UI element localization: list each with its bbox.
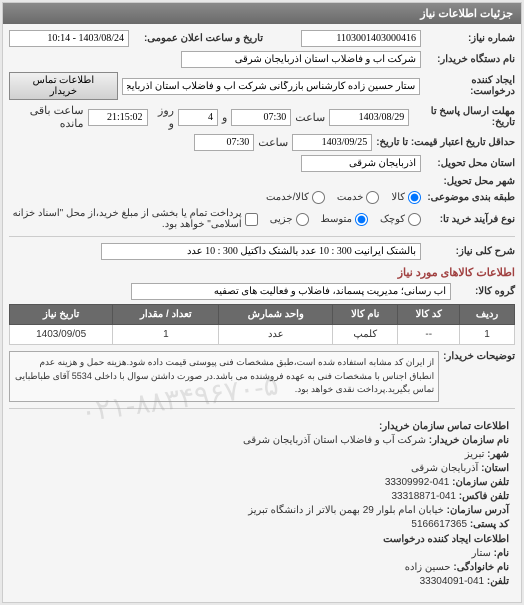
- c-name-label: نام:: [494, 548, 509, 559]
- min-date-input[interactable]: [292, 134, 372, 151]
- radio-service[interactable]: [366, 191, 379, 204]
- delivery-state-label: استان محل تحویل:: [425, 158, 515, 169]
- th-unit: واحد شمارش: [219, 305, 333, 325]
- deadline-date-input[interactable]: [329, 109, 409, 126]
- c-tel: 041-33304091: [420, 576, 485, 587]
- c-family-label: نام خانوادگی:: [453, 562, 509, 573]
- radio-medium[interactable]: [355, 213, 368, 226]
- c-tel-label: تلفن:: [487, 576, 509, 587]
- c-name: ستار: [472, 548, 491, 559]
- c-buyer: شرکت آب و فاضلاب استان آذربایجان شرقی: [243, 435, 426, 446]
- c-fax-label: تلفن فاکس:: [459, 491, 509, 502]
- notes-label: توضیحات خریدار:: [443, 351, 515, 362]
- radio-goods-service-label[interactable]: کالا/خدمت: [266, 191, 325, 204]
- c-addr-label: آدرس سازمان:: [447, 505, 509, 516]
- subject-class-label: طبقه بندی موضوعی:: [425, 192, 515, 203]
- td-code: --: [398, 325, 460, 345]
- time-label-2: ساعت: [258, 136, 288, 149]
- req-creator-title: اطلاعات ایجاد کننده درخواست: [383, 534, 509, 545]
- goods-table: ردیف کد کالا نام کالا واحد شمارش تعداد /…: [9, 304, 515, 345]
- deadline-time-input[interactable]: [231, 109, 291, 126]
- radio-goods-service[interactable]: [312, 191, 325, 204]
- need-number-label: شماره نیاز:: [425, 33, 515, 44]
- c-phone-label: تلفن سازمان:: [452, 477, 509, 488]
- announce-label: تاریخ و ساعت اعلان عمومی:: [133, 33, 263, 44]
- requester-label: ایجاد کننده درخواست:: [424, 75, 515, 97]
- radio-small-label[interactable]: کوچک: [380, 213, 421, 226]
- goods-group-label: گروه کالا:: [455, 286, 515, 297]
- c-buyer-label: نام سازمان خریدار:: [429, 435, 509, 446]
- radio-goods[interactable]: [408, 191, 421, 204]
- delivery-state-input[interactable]: [301, 155, 421, 172]
- contact-title: اطلاعات تماس سازمان خریدار:: [379, 421, 509, 432]
- c-post: 5166617365: [411, 519, 467, 530]
- td-qty: 1: [113, 325, 219, 345]
- notes-box: از ایران کد مشابه استفاده شده است،طبق مش…: [9, 351, 439, 402]
- c-city: تبریز: [465, 449, 485, 460]
- td-name: کلمپ: [333, 325, 398, 345]
- remain-label: ساعت باقی مانده: [9, 104, 84, 130]
- radio-goods-label[interactable]: کالا: [391, 191, 421, 204]
- td-date: 1403/09/05: [10, 325, 113, 345]
- c-phone: 041-33309992: [385, 477, 450, 488]
- radio-service-label[interactable]: خدمت: [337, 191, 380, 204]
- process-type-label: نوع فرآیند خرید تا:: [425, 214, 515, 225]
- c-addr: خیابان امام بلوار 29 بهمن بالاتر از دانش…: [248, 505, 444, 516]
- radio-partial-label[interactable]: جزیی: [270, 213, 309, 226]
- td-unit: عدد: [219, 325, 333, 345]
- th-qty: تعداد / مقدار: [113, 305, 219, 325]
- c-post-label: کد پستی:: [470, 519, 509, 530]
- need-number-input[interactable]: [301, 30, 421, 47]
- time-label: ساعت: [295, 111, 325, 124]
- checkbox-payment[interactable]: [245, 213, 258, 226]
- days-label: روز و: [152, 104, 174, 130]
- goods-group-input[interactable]: [131, 283, 451, 300]
- table-row[interactable]: 1 -- کلمپ عدد 1 1403/09/05: [10, 325, 515, 345]
- deadline-label: مهلت ارسال پاسخ تا تاریخ:: [413, 106, 515, 128]
- c-family: حسین زاده: [405, 562, 451, 573]
- requester-input[interactable]: [122, 78, 420, 95]
- c-state-label: استان:: [481, 463, 509, 474]
- delivery-city-label: شهر محل تحویل:: [425, 176, 515, 187]
- th-code: کد کالا: [398, 305, 460, 325]
- c-fax: 041-33318871: [391, 491, 456, 502]
- buyer-org-input[interactable]: [181, 51, 421, 68]
- th-row: ردیف: [460, 305, 515, 325]
- need-desc-label: شرح کلی نیاز:: [425, 246, 515, 257]
- and-label: و: [222, 111, 227, 124]
- radio-small[interactable]: [408, 213, 421, 226]
- checkbox-payment-label[interactable]: پرداخت تمام یا بخشی از مبلغ خرید،از محل …: [9, 208, 258, 230]
- c-city-label: شهر:: [487, 449, 509, 460]
- th-date: تاریخ نیاز: [10, 305, 113, 325]
- remain-time-input: [88, 109, 148, 126]
- buyer-info-button[interactable]: اطلاعات تماس خریدار: [9, 72, 118, 100]
- need-desc-input[interactable]: [101, 243, 421, 260]
- days-input[interactable]: [178, 109, 218, 126]
- min-date-label: حداقل تاریخ اعتبار قیمت: تا تاریخ:: [376, 137, 515, 148]
- panel-title: جزئیات اطلاعات نیاز: [3, 3, 521, 24]
- th-name: نام کالا: [333, 305, 398, 325]
- min-time-input[interactable]: [194, 134, 254, 151]
- c-state: آذربایجان شرقی: [411, 463, 478, 474]
- announce-input[interactable]: [9, 30, 129, 47]
- radio-partial[interactable]: [296, 213, 309, 226]
- buyer-org-label: نام دستگاه خریدار:: [425, 54, 515, 65]
- td-row: 1: [460, 325, 515, 345]
- radio-medium-label[interactable]: متوسط: [321, 213, 368, 226]
- goods-section-title: اطلاعات کالاهای مورد نیاز: [9, 266, 515, 279]
